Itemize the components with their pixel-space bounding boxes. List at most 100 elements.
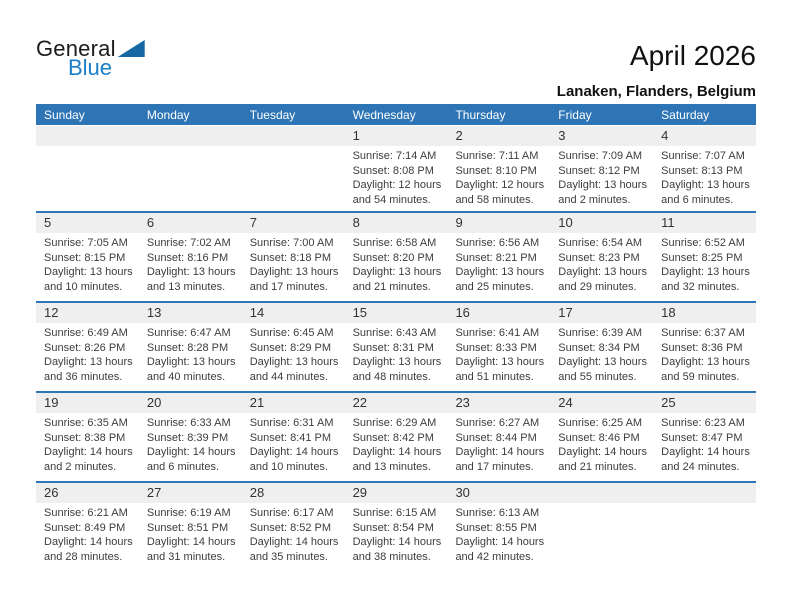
day-cell: 12 Sunrise: 6:49 AM Sunset: 8:26 PM Dayligh…: [36, 303, 139, 391]
day-cell: 22 Sunrise: 6:29 AM Sunset: 8:42 PM Dayligh…: [344, 393, 448, 481]
week-row: 19 Sunrise: 6:35 AM Sunset: 8:38 PM Dayligh…: [36, 391, 757, 481]
detail-line: and 10 minutes.: [44, 280, 123, 293]
detail-line: Daylight: 14 hours: [352, 536, 442, 548]
detail-line: and 54 minutes.: [352, 193, 431, 206]
detail-line: Sunrise: 7:00 AM: [249, 237, 334, 249]
day-number: 9: [447, 213, 551, 233]
day-details: Sunrise: 6:58 AM Sunset: 8:20 PM Daylight:…: [345, 233, 448, 294]
weekday-header: Sunday: [44, 107, 85, 122]
detail-line: Sunrise: 6:41 AM: [455, 327, 540, 339]
detail-line: Daylight: 13 hours: [249, 266, 339, 278]
day-cell: 2 Sunrise: 7:11 AM Sunset: 8:10 PM Daylight…: [447, 126, 551, 211]
day-cell: 19 Sunrise: 6:35 AM Sunset: 8:38 PM Dayligh…: [36, 393, 139, 481]
day-number: 25: [653, 393, 757, 413]
detail-line: Daylight: 13 hours: [352, 266, 442, 278]
day-number: 29: [344, 483, 448, 503]
detail-line: Sunset: 8:20 PM: [352, 251, 434, 264]
day-number: 14: [241, 303, 345, 323]
day-cell: 23 Sunrise: 6:27 AM Sunset: 8:44 PM Dayligh…: [447, 393, 551, 481]
day-cell: 18 Sunrise: 6:37 AM Sunset: 8:36 PM Dayligh…: [653, 303, 757, 391]
detail-line: Sunrise: 6:52 AM: [661, 237, 745, 249]
detail-line: Sunset: 8:39 PM: [146, 431, 229, 444]
detail-line: Sunset: 8:18 PM: [249, 251, 332, 264]
logo-triangle-icon: [117, 40, 145, 57]
detail-line: and 6 minutes.: [661, 193, 734, 206]
detail-line: and 35 minutes.: [249, 550, 328, 563]
day-number: 23: [447, 393, 551, 413]
detail-line: and 29 minutes.: [558, 280, 637, 293]
day-number: 21: [241, 393, 345, 413]
detail-line: and 36 minutes.: [44, 370, 123, 383]
day-number: 18: [653, 303, 757, 323]
day-number: 17: [550, 303, 654, 323]
day-number: 22: [344, 393, 448, 413]
day-details: Sunrise: 6:37 AM Sunset: 8:36 PM Daylight:…: [653, 323, 756, 384]
day-cell: 10 Sunrise: 6:54 AM Sunset: 8:23 PM Dayligh…: [550, 213, 654, 301]
detail-line: Sunrise: 7:14 AM: [352, 150, 437, 162]
week-row: 5 Sunrise: 7:05 AM Sunset: 8:15 PM Daylight…: [36, 211, 757, 301]
detail-line: Sunrise: 6:13 AM: [455, 507, 540, 519]
day-cell: 16 Sunrise: 6:41 AM Sunset: 8:33 PM Dayligh…: [447, 303, 551, 391]
detail-line: Sunrise: 6:21 AM: [44, 507, 128, 519]
weekday-header: Monday: [146, 107, 190, 122]
day-details: Sunrise: 7:07 AM Sunset: 8:13 PM Daylight:…: [653, 146, 756, 207]
day-number: 24: [550, 393, 654, 413]
detail-line: Sunrise: 6:17 AM: [249, 507, 334, 519]
detail-line: Sunset: 8:34 PM: [558, 341, 640, 354]
day-details: Sunrise: 6:41 AM Sunset: 8:33 PM Daylight:…: [447, 323, 550, 384]
day-cell: 20 Sunrise: 6:33 AM Sunset: 8:39 PM Dayligh…: [138, 393, 242, 481]
detail-line: Daylight: 13 hours: [249, 356, 339, 368]
detail-line: Daylight: 12 hours: [455, 179, 545, 191]
detail-line: and 51 minutes.: [455, 370, 534, 383]
detail-line: Sunrise: 6:58 AM: [352, 237, 437, 249]
detail-line: and 42 minutes.: [455, 550, 534, 563]
detail-line: Sunrise: 7:02 AM: [146, 237, 231, 249]
detail-line: Daylight: 14 hours: [249, 446, 339, 458]
weekday-header-row: Sunday Monday Tuesday Wednesday Thursday Frid…: [36, 104, 756, 125]
day-number: 4: [653, 126, 757, 146]
day-cell: 14 Sunrise: 6:45 AM Sunset: 8:29 PM Dayligh…: [241, 303, 345, 391]
day-details: [139, 146, 242, 149]
detail-line: Sunrise: 6:56 AM: [455, 237, 540, 249]
day-number: 12: [36, 303, 139, 323]
day-number: [36, 126, 139, 146]
detail-line: Sunset: 8:15 PM: [44, 251, 126, 264]
day-number: 13: [138, 303, 242, 323]
day-cell: 21 Sunrise: 6:31 AM Sunset: 8:41 PM Dayligh…: [241, 393, 345, 481]
detail-line: Sunrise: 7:05 AM: [44, 237, 128, 249]
day-number: 1: [344, 126, 448, 146]
detail-line: Daylight: 14 hours: [44, 536, 133, 548]
detail-line: Sunrise: 6:49 AM: [44, 327, 128, 339]
detail-line: and 13 minutes.: [146, 280, 226, 293]
month-title: April 2026: [629, 40, 756, 71]
detail-line: and 13 minutes.: [352, 460, 431, 473]
week-row: 1 Sunrise: 7:14 AM Sunset: 8:08 PM Daylight…: [36, 126, 757, 211]
day-number: 2: [447, 126, 551, 146]
detail-line: and 10 minutes.: [249, 460, 328, 473]
detail-line: Daylight: 13 hours: [455, 266, 545, 278]
detail-line: Daylight: 13 hours: [455, 356, 545, 368]
day-cell: 13 Sunrise: 6:47 AM Sunset: 8:28 PM Dayligh…: [138, 303, 242, 391]
day-details: Sunrise: 7:02 AM Sunset: 8:16 PM Daylight:…: [139, 233, 242, 294]
weekday-header: Tuesday: [249, 107, 296, 122]
detail-line: Sunset: 8:51 PM: [146, 521, 229, 534]
day-details: Sunrise: 6:45 AM Sunset: 8:29 PM Daylight:…: [242, 323, 345, 384]
detail-line: and 25 minutes.: [455, 280, 534, 293]
day-number: 10: [550, 213, 654, 233]
day-details: Sunrise: 6:23 AM Sunset: 8:47 PM Daylight:…: [653, 413, 756, 474]
location-subtitle: Lanaken, Flanders, Belgium: [556, 83, 756, 100]
detail-line: Sunset: 8:13 PM: [661, 164, 743, 177]
weekday-header: Saturday: [661, 107, 710, 122]
logo-blue-text: Blue: [68, 55, 113, 80]
detail-line: Sunset: 8:10 PM: [455, 164, 537, 177]
day-cell: 4 Sunrise: 7:07 AM Sunset: 8:13 PM Daylight…: [653, 126, 757, 211]
detail-line: and 31 minutes.: [146, 550, 226, 563]
day-details: Sunrise: 6:52 AM Sunset: 8:25 PM Daylight:…: [653, 233, 756, 294]
detail-line: Daylight: 13 hours: [661, 266, 750, 278]
detail-line: and 17 minutes.: [455, 460, 534, 473]
day-number: 8: [344, 213, 448, 233]
day-number: [138, 126, 242, 146]
detail-line: and 55 minutes.: [558, 370, 637, 383]
day-details: Sunrise: 7:11 AM Sunset: 8:10 PM Daylight:…: [447, 146, 550, 207]
detail-line: and 24 minutes.: [661, 460, 740, 473]
